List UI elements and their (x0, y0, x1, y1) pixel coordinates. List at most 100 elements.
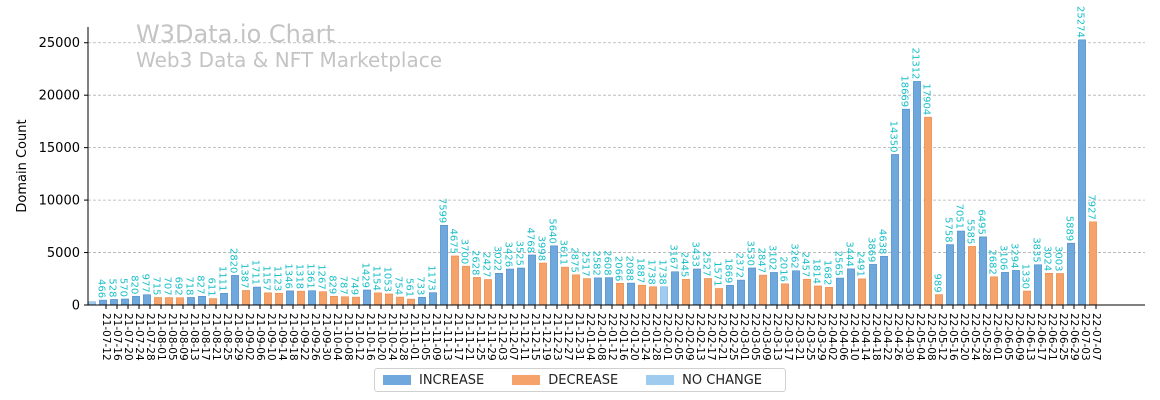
bar (759, 274, 767, 306)
x-tick-label: 22-05-16 (947, 313, 959, 361)
legend-item-decrease: DECREASE (512, 373, 618, 388)
value-label: 827 (195, 275, 206, 294)
y-axis-label: Domain Count (15, 119, 30, 212)
value-label: 692 (173, 277, 184, 296)
x-tick-label: 22-03-17 (782, 313, 794, 361)
x-tick-label: 22-04-06 (837, 313, 849, 361)
bar (616, 283, 624, 306)
value-label: 5889 (1064, 216, 1075, 241)
bar (539, 262, 547, 306)
bar (902, 108, 910, 306)
x-tick-label: 21-08-29 (232, 313, 244, 361)
bar (737, 279, 745, 306)
x-tick-label: 22-04-30 (903, 313, 915, 361)
value-label: 3611 (558, 240, 569, 265)
bar (693, 268, 701, 306)
bar (814, 285, 822, 306)
value-label: 6495 (976, 209, 987, 234)
bar (132, 296, 140, 306)
value-label: 1154 (371, 265, 382, 290)
bar (836, 277, 844, 306)
x-tick-label: 22-06-09 (1013, 313, 1025, 361)
bar (352, 296, 360, 306)
bar (968, 246, 976, 306)
legend-label-no-change: NO CHANGE (682, 372, 763, 388)
bar (231, 275, 239, 306)
bar (1089, 221, 1097, 306)
x-tick-label: 21-08-21 (210, 313, 222, 361)
x-tick-label: 21-08-25 (221, 313, 233, 361)
x-tick-label: 22-01-08 (595, 313, 607, 361)
value-label: 2582 (591, 250, 602, 275)
value-label: 1157 (261, 265, 272, 290)
bar (858, 278, 866, 306)
x-tick-label: 21-11-13 (441, 313, 453, 361)
y-tick-label: 10000 (39, 194, 80, 209)
x-tick-label: 22-02-05 (672, 313, 684, 361)
value-label: 3426 (503, 242, 514, 267)
bar (451, 255, 459, 306)
bar (374, 292, 382, 306)
value-labels-group: 466 528 570 820 977 715 707 692 718 827 611 1111282… (96, 6, 1097, 298)
bar (121, 298, 129, 306)
x-tick-label: 22-03-25 (804, 313, 816, 361)
bar (605, 277, 613, 306)
value-label: 2088 (624, 256, 635, 281)
x-tick-label: 21-11-21 (463, 313, 475, 361)
value-label: 1361 (305, 263, 316, 288)
x-tick-label: 22-03-21 (793, 313, 805, 361)
value-label: 1738 (657, 259, 668, 284)
value-label: 829 (327, 275, 338, 294)
x-tick-label: 21-12-07 (507, 313, 519, 361)
bar (517, 267, 525, 306)
bar (638, 284, 646, 306)
x-tick-label: 22-05-28 (980, 313, 992, 361)
value-label: 4768 (525, 228, 536, 253)
value-label: 3998 (536, 236, 547, 261)
x-tick-label: 22-06-25 (1057, 313, 1069, 361)
value-label: 3022 (492, 246, 503, 271)
bar (803, 278, 811, 306)
bar (704, 278, 712, 306)
x-tick-label: 22-01-24 (639, 313, 651, 361)
value-label: 3530 (745, 241, 756, 266)
bar (385, 293, 393, 306)
x-tick-label: 21-12-03 (496, 313, 508, 361)
legend-label-increase: INCREASE (419, 372, 485, 388)
bar (462, 265, 470, 306)
value-label: 5640 (547, 218, 558, 243)
x-tick-label: 21-07-24 (133, 313, 145, 361)
y-tick-label: 25000 (39, 36, 80, 51)
x-tick-label: 21-08-09 (177, 313, 189, 361)
value-label: 1053 (382, 267, 393, 292)
value-label: 3525 (514, 241, 525, 266)
x-tick-label: 21-08-05 (166, 313, 178, 361)
x-tick-label: 21-12-19 (540, 313, 552, 361)
x-tick-label: 22-05-12 (936, 313, 948, 361)
bar (550, 245, 558, 306)
value-label: 611 (206, 277, 217, 296)
x-tick-label: 21-09-18 (287, 313, 299, 361)
bar (429, 292, 437, 306)
bar (154, 297, 162, 306)
value-label: 3003 (1053, 246, 1064, 271)
value-label: 1571 (712, 261, 723, 286)
value-label: 3167 (668, 244, 679, 269)
value-label: 2847 (756, 248, 767, 273)
bar (176, 297, 184, 306)
bar (198, 296, 206, 306)
value-label: 2565 (833, 251, 844, 276)
x-tick-label: 22-04-02 (826, 313, 838, 361)
bar (649, 286, 657, 306)
bar (1023, 290, 1031, 306)
bar (770, 272, 778, 306)
x-tick-label: 22-06-01 (991, 313, 1003, 361)
bar (110, 299, 118, 306)
x-tick-label: 22-03-13 (771, 313, 783, 361)
bar (671, 271, 679, 306)
value-label: 3102 (767, 245, 778, 270)
watermark-title: W3Data.io Chart (136, 20, 335, 48)
bar (869, 264, 877, 306)
legend-swatch-increase (383, 375, 411, 385)
x-ticks-group: 21-07-12 21-07-16 21-07-20 21-07-24 21-07-28… (100, 305, 1102, 361)
